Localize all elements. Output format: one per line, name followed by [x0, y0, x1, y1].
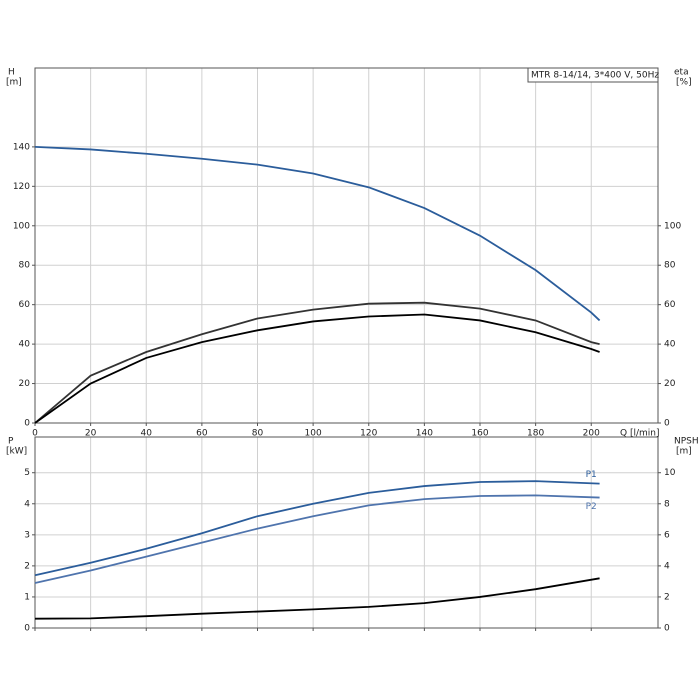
curve-label: P1 — [586, 470, 597, 480]
y-tick-label: 5 — [24, 468, 30, 478]
y-tick-label: 140 — [13, 142, 30, 152]
x-tick-label: 120 — [360, 429, 377, 439]
y-tick-label: 20 — [19, 379, 31, 389]
y2-tick-label: 80 — [664, 261, 676, 271]
y-tick-label: 0 — [24, 419, 30, 429]
y-axis-unit: [kW] — [6, 447, 27, 457]
y-tick-label: 0 — [24, 624, 30, 634]
plot-frame — [34, 67, 659, 424]
y2-tick-label: 4 — [664, 561, 670, 571]
plot-frame — [34, 436, 659, 629]
curve — [34, 145, 601, 322]
legend-text: MTR 8-14/14, 3*400 V, 50Hz — [531, 71, 659, 81]
y2-axis-unit: [%] — [676, 78, 692, 88]
curve — [34, 494, 600, 584]
plot-area — [35, 68, 658, 423]
curve — [34, 301, 600, 424]
y2-tick-label: 6 — [664, 530, 670, 540]
y2-tick-label: 100 — [664, 221, 681, 231]
y2-tick-label: 2 — [664, 592, 670, 602]
x-tick-label: 0 — [32, 429, 38, 439]
curve — [34, 480, 600, 577]
x-tick-label: 80 — [252, 429, 264, 439]
curve — [34, 313, 600, 424]
y2-tick-label: 20 — [664, 379, 676, 389]
x-tick-label: 140 — [416, 429, 433, 439]
y2-tick-label: 0 — [664, 419, 670, 429]
y-axis-label: H — [8, 68, 15, 78]
y-tick-label: 3 — [24, 530, 30, 540]
x-tick-label: 160 — [471, 429, 488, 439]
x-tick-label: 40 — [141, 429, 153, 439]
y-tick-label: 60 — [19, 300, 31, 310]
y-tick-label: 80 — [19, 261, 31, 271]
plot-area — [35, 437, 658, 628]
y-axis-label: P — [8, 437, 14, 447]
y2-tick-label: 0 — [664, 624, 670, 634]
x-axis-label: Q [l/min] — [620, 429, 659, 439]
x-tick-label: 100 — [305, 429, 322, 439]
x-tick-label: 60 — [196, 429, 208, 439]
y2-axis-label: NPSH — [674, 437, 699, 447]
y-tick-label: 1 — [24, 592, 30, 602]
y2-tick-label: 10 — [664, 468, 676, 478]
y2-axis-label: eta — [674, 68, 689, 78]
legend-box — [527, 67, 659, 83]
x-tick-label: 20 — [85, 429, 97, 439]
curve-label: P2 — [586, 502, 597, 512]
x-tick-label: 180 — [527, 429, 544, 439]
curve — [34, 577, 600, 620]
y-tick-label: 40 — [19, 340, 31, 350]
y2-tick-label: 60 — [664, 300, 676, 310]
y-tick-label: 100 — [13, 221, 30, 231]
y-axis-unit: [m] — [6, 78, 22, 88]
y2-axis-unit: [m] — [676, 447, 692, 457]
y-tick-label: 2 — [24, 561, 30, 571]
y2-tick-label: 40 — [664, 340, 676, 350]
y-tick-label: 4 — [24, 499, 30, 509]
y-tick-label: 120 — [13, 182, 30, 192]
x-tick-label: 200 — [583, 429, 600, 439]
y2-tick-label: 8 — [664, 499, 670, 509]
